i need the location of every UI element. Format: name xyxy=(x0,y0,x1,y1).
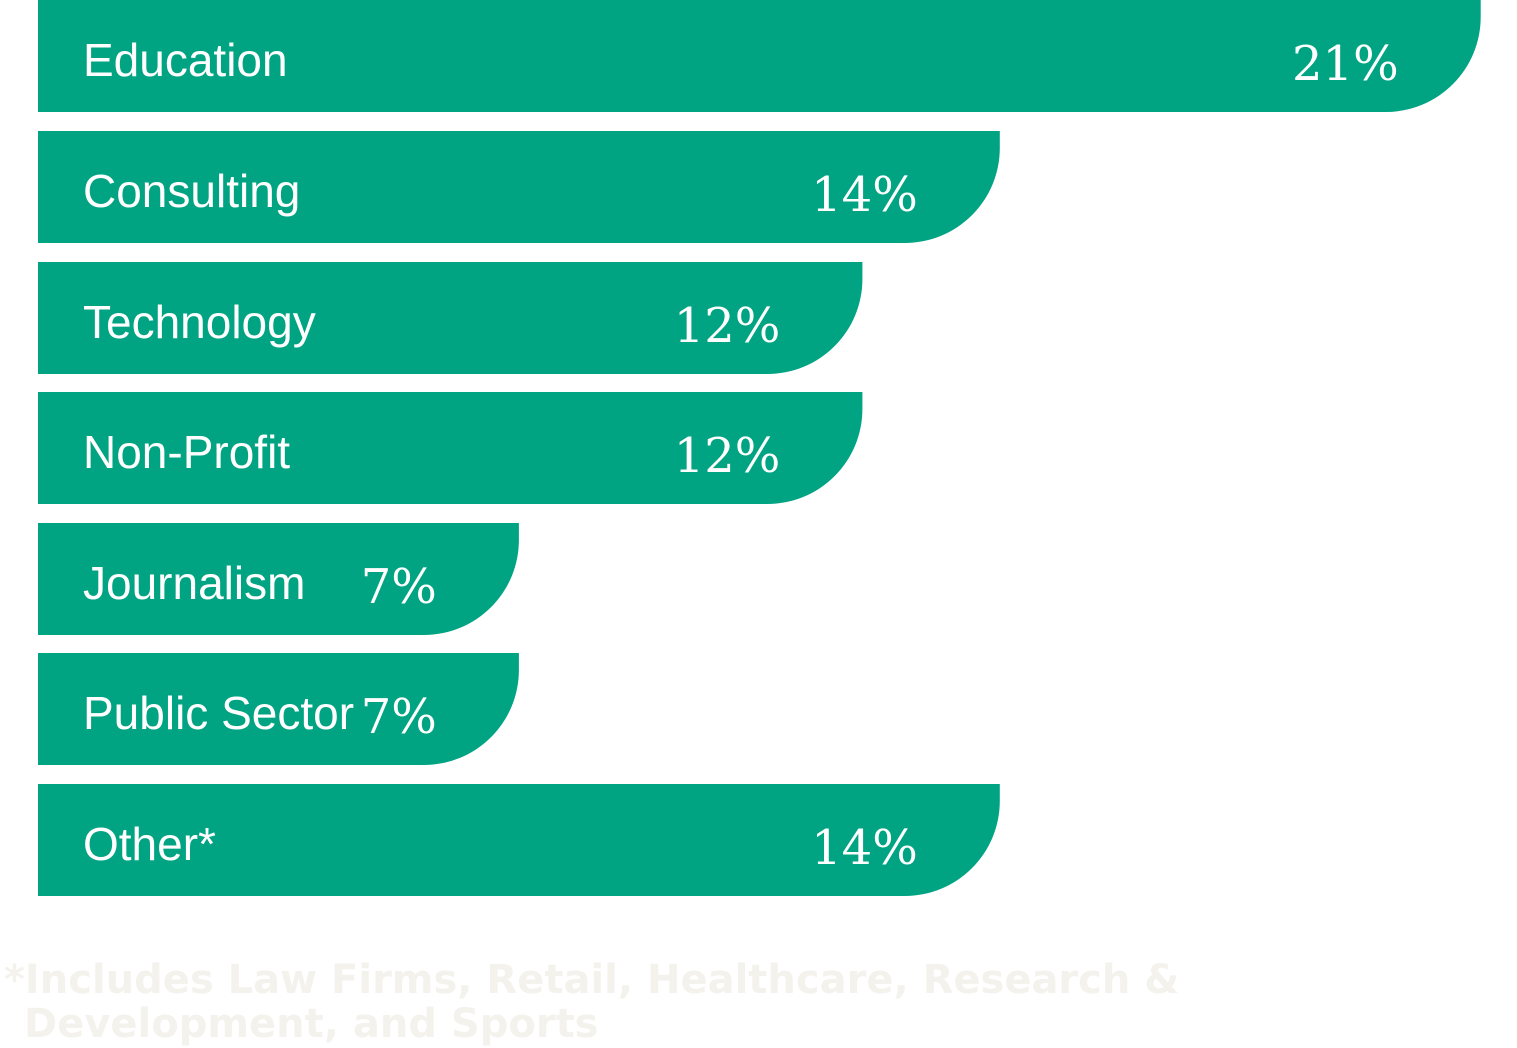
bar-group-technology: Technology 12% xyxy=(38,262,863,374)
bar-value-other: 14% xyxy=(811,820,918,876)
bar-value-public-sector: 7% xyxy=(361,689,437,745)
bar-label-education: Education xyxy=(83,34,288,86)
bar-group-public-sector: Public Sector 7% xyxy=(38,653,519,765)
bar-label-other: Other* xyxy=(83,818,216,870)
bar-non-profit xyxy=(38,392,863,504)
bar-value-non-profit: 12% xyxy=(674,428,781,484)
bar-label-journalism: Journalism xyxy=(83,557,305,609)
bar-chart: Education 21%Consulting 14%Technology 12%No… xyxy=(38,0,1481,896)
bar-education xyxy=(38,0,1481,112)
bar-group-consulting: Consulting 14% xyxy=(38,131,1000,244)
bar-value-education: 21% xyxy=(1292,36,1399,92)
bar-other xyxy=(38,784,1000,896)
bar-value-consulting: 14% xyxy=(811,167,918,223)
bar-label-non-profit: Non-Profit xyxy=(83,426,290,478)
bar-label-consulting: Consulting xyxy=(83,165,300,217)
bar-label-public-sector: Public Sector xyxy=(83,687,354,739)
bar-journalism xyxy=(38,523,519,635)
bar-group-education: Education 21% xyxy=(38,0,1481,112)
bar-technology xyxy=(38,262,863,374)
bar-group-non-profit: Non-Profit 12% xyxy=(38,392,863,504)
bar-public-sector xyxy=(38,653,519,765)
bar-group-journalism: Journalism 7% xyxy=(38,523,519,635)
bar-value-technology: 12% xyxy=(674,298,781,354)
footnote: *Includes Law Firms, Retail, Healthcare,… xyxy=(4,957,1180,1047)
bar-value-journalism: 7% xyxy=(361,559,437,615)
bar-consulting xyxy=(38,131,1000,244)
bar-group-other: Other* 14% xyxy=(38,784,1000,896)
bar-label-technology: Technology xyxy=(83,296,316,348)
